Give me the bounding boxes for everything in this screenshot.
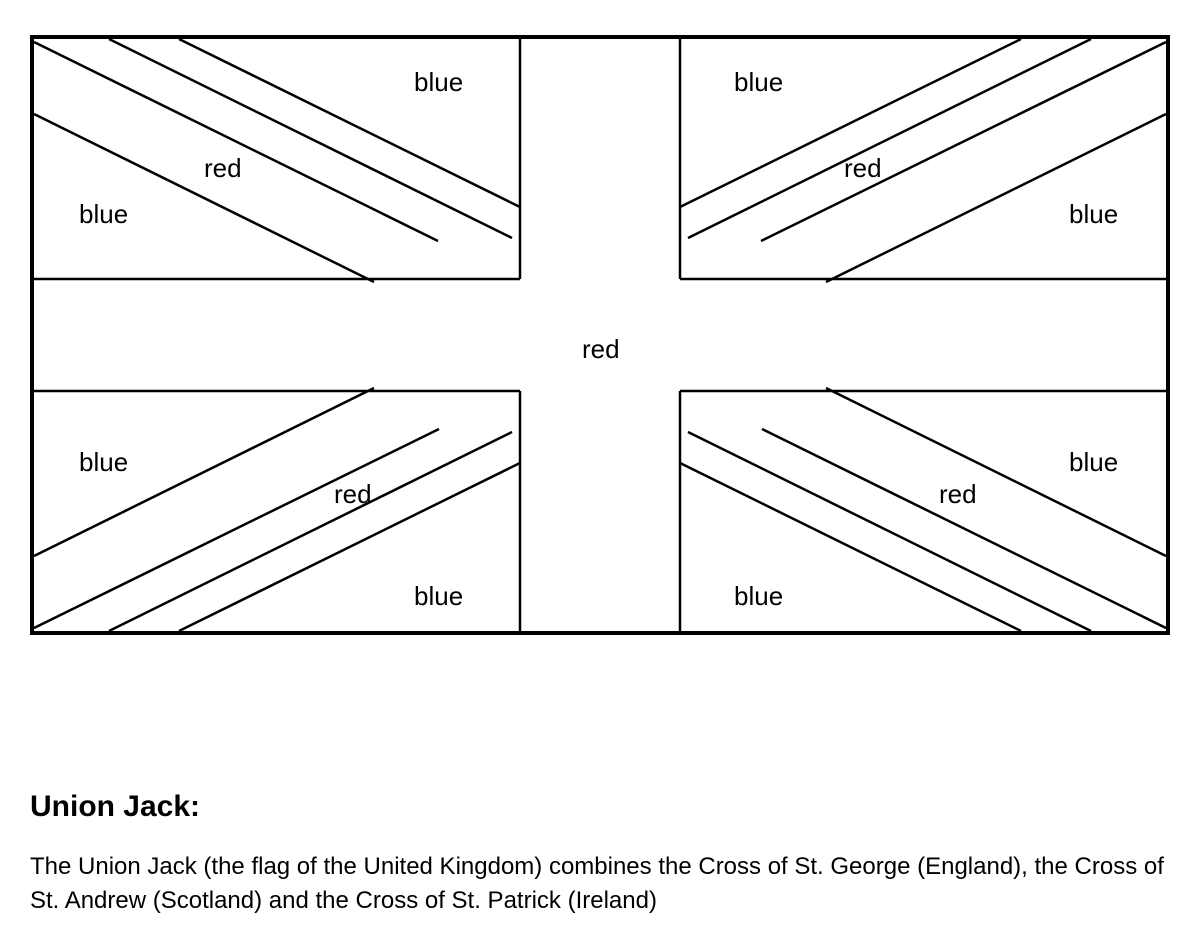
label-red-br: red	[939, 479, 977, 510]
caption-title: Union Jack:	[30, 790, 200, 824]
union-jack-flag: blue blue red blue blue red red blue blu…	[30, 35, 1170, 635]
label-blue-br-lower: blue	[734, 581, 783, 612]
label-blue-tl-upper: blue	[414, 67, 463, 98]
label-blue-tl-lower: blue	[79, 199, 128, 230]
label-red-tr: red	[844, 153, 882, 184]
label-red-tl: red	[204, 153, 242, 184]
label-red-bl: red	[334, 479, 372, 510]
label-red-center: red	[582, 334, 620, 365]
label-blue-tr-upper: blue	[734, 67, 783, 98]
caption-text: The Union Jack (the flag of the United K…	[30, 850, 1170, 917]
label-blue-bl-lower: blue	[414, 581, 463, 612]
label-blue-bl-upper: blue	[79, 447, 128, 478]
label-blue-br-upper: blue	[1069, 447, 1118, 478]
label-blue-tr-lower: blue	[1069, 199, 1118, 230]
